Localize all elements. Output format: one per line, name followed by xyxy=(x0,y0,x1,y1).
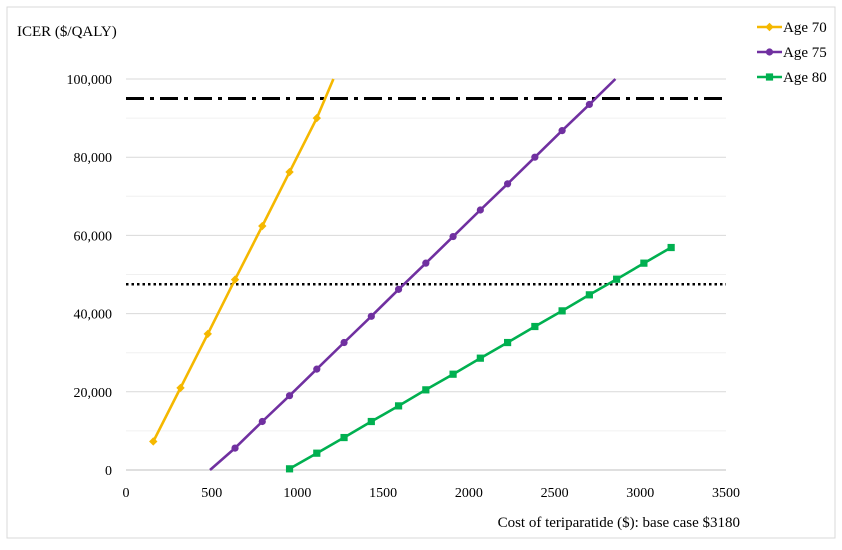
data-point xyxy=(476,206,484,214)
legend-swatch-marker xyxy=(765,48,774,56)
x-tick-label: 1500 xyxy=(369,486,397,501)
series-age-75 xyxy=(209,78,617,471)
data-point xyxy=(367,417,375,426)
y-tick-label: 80,000 xyxy=(74,151,113,166)
x-tick-label: 2000 xyxy=(455,486,483,501)
data-point xyxy=(176,383,185,393)
legend-label: Age 75 xyxy=(783,45,827,61)
data-point xyxy=(285,167,294,177)
data-point xyxy=(230,275,240,284)
data-point xyxy=(340,433,348,442)
y-axis-title: ICER ($/QALY) xyxy=(17,24,117,40)
y-tick-label: 60,000 xyxy=(74,229,113,244)
data-point xyxy=(285,392,294,400)
data-point xyxy=(667,243,675,252)
data-point xyxy=(504,180,512,188)
data-point xyxy=(476,354,484,362)
data-point xyxy=(394,285,403,293)
data-point xyxy=(422,386,430,394)
data-point xyxy=(422,259,430,267)
series-age-80 xyxy=(285,243,675,473)
data-point xyxy=(613,275,621,283)
legend-item: Age 70 xyxy=(757,20,827,36)
data-point xyxy=(531,322,539,331)
chart-border xyxy=(6,6,836,539)
x-tick-label: 3500 xyxy=(712,486,740,501)
y-tick-label: 100,000 xyxy=(67,73,113,88)
data-point xyxy=(313,449,321,457)
data-point xyxy=(558,307,566,315)
legend: Age 70 Age 75 Age 80 xyxy=(757,20,827,86)
series-line xyxy=(152,78,335,443)
legend-item: Age 80 xyxy=(757,70,827,86)
data-point xyxy=(203,329,212,339)
data-point xyxy=(149,437,158,446)
data-point xyxy=(394,402,403,410)
legend-item: Age 75 xyxy=(757,45,827,61)
series-layer xyxy=(149,78,675,473)
legend-label: Age 80 xyxy=(783,70,827,86)
data-point xyxy=(340,338,348,347)
y-tick-label: 40,000 xyxy=(74,308,113,323)
x-tick-label: 2500 xyxy=(541,486,569,501)
data-point xyxy=(313,365,321,373)
data-point xyxy=(585,100,593,109)
series-age-70 xyxy=(149,78,335,446)
data-point xyxy=(258,417,266,426)
data-point xyxy=(585,291,593,299)
legend-swatch-marker xyxy=(765,73,774,81)
series-line xyxy=(209,78,617,471)
y-tick-label: 0 xyxy=(105,464,112,479)
legend-swatch-marker xyxy=(765,22,774,32)
data-point xyxy=(285,465,294,473)
data-point xyxy=(558,127,566,135)
data-point xyxy=(449,232,457,241)
data-point xyxy=(640,259,648,267)
data-point xyxy=(258,221,267,231)
legend-label: Age 70 xyxy=(783,20,827,36)
x-tick-label: 3000 xyxy=(626,486,654,501)
x-tick-label: 0 xyxy=(123,486,130,501)
x-tick-label: 1000 xyxy=(283,486,311,501)
y-tick-label: 20,000 xyxy=(74,386,113,401)
x-tick-label: 500 xyxy=(201,486,222,501)
x-axis-title: Cost of teriparatide ($): base case $318… xyxy=(498,515,740,531)
axes: 0 500 1000 1500 2000 2500 3000 3500 0 20,000 40,00… xyxy=(67,73,741,501)
data-point xyxy=(367,312,375,320)
data-point xyxy=(531,153,539,161)
data-point xyxy=(231,444,239,452)
data-point xyxy=(449,370,457,378)
data-point xyxy=(504,338,512,347)
reference-lines xyxy=(126,97,726,286)
data-point xyxy=(312,113,321,123)
